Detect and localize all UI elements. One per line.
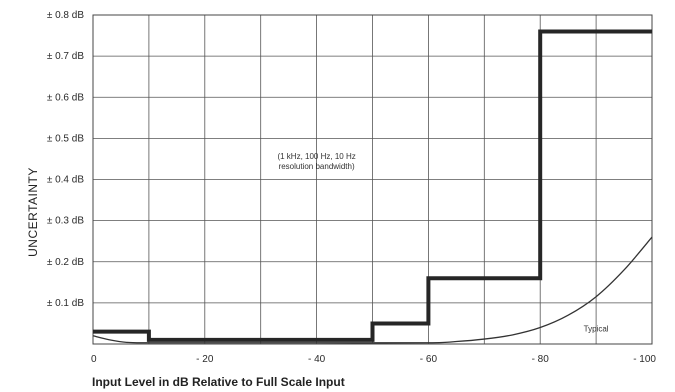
x-tick-label: - 80 (532, 354, 550, 365)
y-tick-label: ± 0.5 dB (47, 133, 85, 144)
plot-frame (92, 14, 653, 345)
typical-curve (92, 236, 653, 344)
uncertainty-step-line (93, 29, 652, 342)
label-layer: ± 0.1 dB ± 0.2 dB ± 0.3 dB ± 0.4 dB ± 0.5 dB… (47, 10, 657, 365)
y-tick-label: ± 0.6 dB (47, 92, 85, 103)
y-tick-label: ± 0.2 dB (47, 257, 85, 268)
x-tick-label: - 40 (308, 354, 326, 365)
grid (92, 14, 653, 345)
y-tick-label: ± 0.8 dB (47, 10, 85, 21)
chart-annotation: Typical (584, 325, 609, 334)
x-tick-label: 0 (91, 354, 97, 365)
annotation-line: Typical (584, 325, 609, 334)
y-tick-label: ± 0.1 dB (47, 298, 85, 309)
series-layer (92, 29, 653, 344)
y-axis-label: UNCERTAINTY (26, 167, 40, 257)
annotation-line: resolution bandwidth) (279, 162, 355, 171)
y-tick-label: ± 0.3 dB (47, 216, 85, 227)
x-tick-label: - 20 (196, 354, 214, 365)
annotation-line: (1 kHz, 100 Hz, 10 Hz (277, 152, 355, 161)
chart-annotation: (1 kHz, 100 Hz, 10 Hz resolution bandwidt… (277, 152, 355, 171)
x-tick-label: - 60 (420, 354, 438, 365)
y-tick-label: ± 0.4 dB (47, 175, 85, 186)
x-tick-label: - 100 (633, 354, 656, 365)
x-axis-label: Input Level in dB Relative to Full Scale… (92, 375, 345, 389)
y-tick-label: ± 0.7 dB (47, 51, 85, 62)
